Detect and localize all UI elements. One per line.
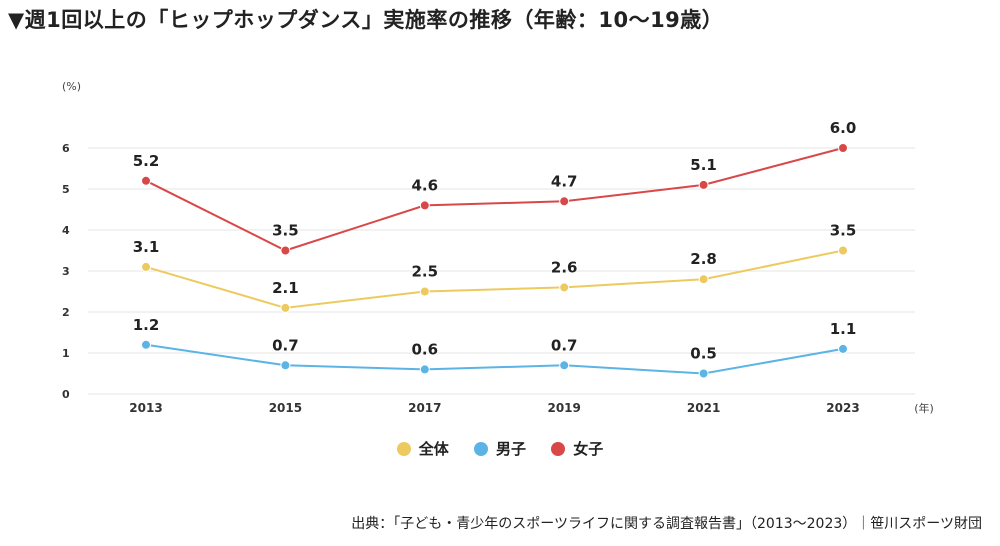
x-tick-label-2013: 2013 [129, 401, 162, 415]
data-point-total-2013 [141, 261, 151, 272]
chart-title: ▼週1回以上の「ヒップホップダンス」実施率の推移（年齢：10〜19歳） [8, 8, 724, 32]
data-label-female-2021: 5.1 [690, 156, 717, 174]
data-point-female-2013 [141, 175, 151, 186]
legend-item-male: 男子 [473, 438, 526, 459]
y-tick-label-3: 3 [62, 265, 70, 278]
legend-item-total: 全体 [396, 438, 449, 459]
y-tick-label-1: 1 [62, 347, 70, 360]
y-axis-unit: (%) [62, 80, 82, 93]
data-point-total-2019 [559, 282, 570, 293]
data-label-male-2015: 0.7 [272, 336, 299, 354]
data-label-female-2017: 4.6 [412, 176, 439, 194]
data-label-total-2013: 3.1 [133, 238, 160, 256]
y-tick-label-2: 2 [62, 306, 70, 319]
data-point-total-2017 [419, 286, 430, 297]
legend-item-female: 女子 [551, 438, 603, 459]
y-tick-label-6: 6 [62, 142, 70, 155]
data-label-male-2019: 0.7 [551, 336, 578, 354]
data-label-total-2015: 2.1 [272, 279, 299, 297]
data-point-female-2021 [698, 179, 709, 190]
data-point-male-2015 [280, 360, 291, 371]
line-chart: 0 1 2 3 4 5 6 2013 2015 2017 2019 2021 2023 (年) 5.2 3.5… [62, 119, 934, 415]
legend-dot-total [396, 441, 411, 456]
source-note: 出典：「子ども・青少年のスポーツライフに関する調査報告書」（2013〜2023）… [351, 516, 982, 532]
legend-label-total: 全体 [418, 440, 449, 458]
legend-dot-male [473, 441, 488, 456]
legend-dot-female [551, 441, 566, 456]
data-point-male-2019 [559, 360, 570, 371]
data-point-male-2021 [698, 368, 709, 379]
x-axis-unit: (年) [914, 401, 934, 415]
data-point-male-2023 [838, 343, 848, 354]
data-point-male-2017 [419, 364, 430, 375]
data-point-female-2023 [838, 143, 848, 153]
data-point-male-2013 [141, 339, 151, 350]
data-label-total-2023: 3.5 [830, 222, 857, 240]
data-point-female-2017 [419, 200, 430, 211]
data-label-male-2017: 0.6 [412, 340, 439, 358]
data-label-total-2017: 2.5 [412, 263, 439, 281]
data-label-female-2013: 5.2 [133, 152, 160, 170]
data-label-female-2023: 6.0 [830, 119, 857, 137]
legend-label-male: 男子 [495, 440, 526, 458]
x-tick-label-2015: 2015 [269, 401, 302, 415]
y-tick-label-5: 5 [62, 183, 70, 196]
data-label-male-2013: 1.2 [133, 316, 160, 334]
data-label-female-2015: 3.5 [272, 222, 299, 240]
data-point-female-2015 [280, 245, 291, 256]
data-point-total-2015 [280, 302, 291, 313]
data-label-male-2021: 0.5 [690, 345, 717, 363]
legend: 全体 男子 女子 [0, 438, 1000, 460]
data-label-total-2021: 2.8 [690, 250, 717, 268]
y-tick-label-4: 4 [62, 224, 70, 237]
y-tick-label-0: 0 [62, 388, 70, 401]
x-tick-label-2023: 2023 [826, 401, 859, 415]
data-label-female-2019: 4.7 [551, 172, 578, 190]
data-label-male-2023: 1.1 [830, 320, 857, 338]
x-tick-label-2017: 2017 [408, 401, 441, 415]
x-tick-label-2021: 2021 [687, 401, 720, 415]
data-point-total-2021 [698, 274, 709, 285]
x-tick-label-2019: 2019 [547, 401, 580, 415]
series-line-female [145, 147, 844, 252]
legend-label-female: 女子 [573, 440, 604, 458]
data-label-total-2019: 2.6 [551, 258, 578, 276]
data-point-female-2019 [559, 196, 570, 207]
series-line-male [145, 343, 844, 375]
series-line-total [145, 249, 844, 309]
data-point-total-2023 [838, 245, 848, 256]
